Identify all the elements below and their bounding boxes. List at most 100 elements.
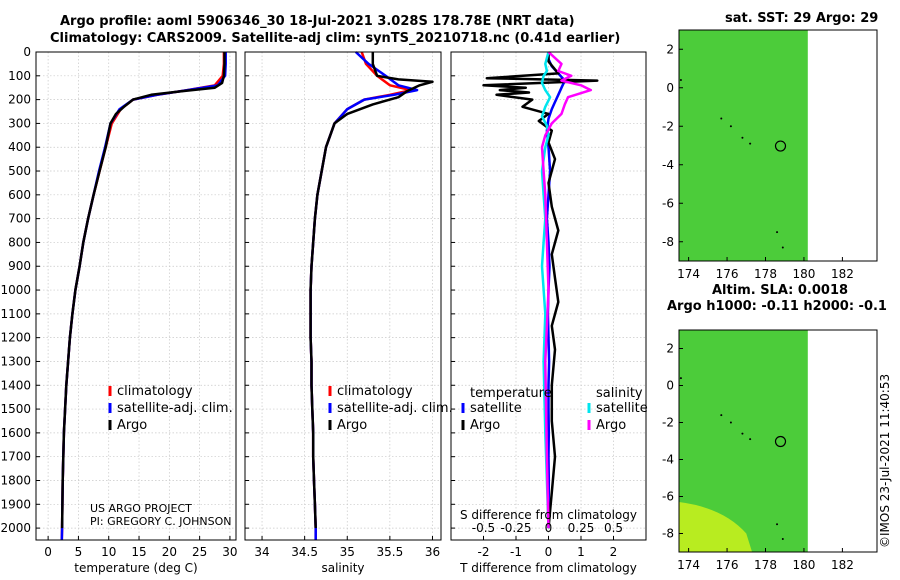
map-y-tick-label: -8: [662, 235, 674, 249]
secondary-tick-label: -0.25: [500, 521, 531, 535]
panel-frame: [36, 52, 236, 540]
x-tick-label: 0: [545, 545, 553, 559]
x-tick-label: -2: [478, 545, 490, 559]
map-y-tick-label: -2: [662, 119, 674, 133]
x-tick-label: 20: [162, 545, 177, 559]
map-y-tick-label: 2: [666, 342, 674, 356]
legend-group-title: temperature: [470, 386, 552, 401]
y-tick-label: 200: [8, 93, 31, 107]
y-tick-label: 1100: [0, 307, 31, 321]
x-tick-label: 15: [131, 545, 146, 559]
project-label: US ARGO PROJECT: [90, 502, 192, 515]
map-x-tick-label: 178: [754, 558, 777, 572]
y-tick-label: 1400: [0, 378, 31, 392]
legend-label: climatology: [117, 384, 193, 399]
map-y-tick-label: 0: [666, 81, 674, 95]
series-line-satellite-adj-clim-: [311, 52, 418, 540]
y-tick-label: 1600: [0, 426, 31, 440]
pi-label: PI: GREGORY C. JOHNSON: [90, 515, 231, 528]
y-tick-label: 1200: [0, 331, 31, 345]
series-line-climatology: [311, 52, 412, 540]
x-tick-label: 0: [44, 545, 52, 559]
y-tick-label: 1700: [0, 450, 31, 464]
map-y-tick-label: -6: [662, 490, 674, 504]
legend-label: Argo: [117, 418, 147, 433]
island-dot: [680, 79, 682, 81]
map-y-tick-label: -8: [662, 527, 674, 541]
island-dot: [730, 422, 732, 424]
y-tick-label: 100: [8, 69, 31, 83]
legend-label: Argo: [596, 418, 626, 433]
map-x-tick-label: 180: [792, 558, 815, 572]
x-tick-label: -1: [510, 545, 522, 559]
y-tick-label: 800: [8, 235, 31, 249]
y-tick-label: 1500: [0, 402, 31, 416]
x-tick-label: 25: [192, 545, 207, 559]
map-x-tick-label: 174: [677, 267, 700, 281]
island-dot: [720, 414, 722, 416]
island-dot: [782, 538, 784, 540]
sla-map: [679, 330, 877, 552]
secondary-tick-label: -0.5: [472, 521, 495, 535]
x-axis-label: temperature (deg C): [74, 561, 197, 575]
island-dot: [749, 143, 751, 145]
legend-label: Argo: [470, 418, 500, 433]
y-tick-label: 0: [23, 45, 31, 59]
y-tick-label: 1300: [0, 354, 31, 368]
island-dot: [776, 231, 778, 233]
sst-map: [679, 30, 877, 261]
x-tick-label: 34: [254, 545, 269, 559]
island-dot: [741, 433, 743, 435]
map-x-tick-label: 180: [792, 267, 815, 281]
map-x-tick-label: 178: [754, 267, 777, 281]
y-tick-label: 1900: [0, 497, 31, 511]
y-tick-label: 1000: [0, 283, 31, 297]
legend-label: climatology: [337, 384, 413, 399]
profile-panel-3: [451, 52, 646, 540]
map-y-tick-label: -4: [662, 453, 674, 467]
legend-group-title: salinity: [596, 386, 643, 401]
map-x-tick-label: 174: [677, 558, 700, 572]
x-tick-label: 10: [101, 545, 116, 559]
map-y-tick-label: -6: [662, 196, 674, 210]
island-dot: [680, 377, 682, 379]
map-x-tick-label: 182: [831, 267, 854, 281]
island-dot: [776, 523, 778, 525]
x-tick-label: 35: [340, 545, 355, 559]
panel-frame: [245, 52, 441, 540]
profile-panel-2: [245, 52, 441, 540]
island-dot: [782, 247, 784, 249]
secondary-axis-label: S difference from climatology: [460, 508, 637, 522]
x-tick-label: 36: [425, 545, 440, 559]
series-line-satellite-adj-clim-: [62, 52, 226, 540]
secondary-tick-label: 0.5: [604, 521, 623, 535]
legend-label: Argo: [337, 418, 367, 433]
map-x-tick-label: 176: [716, 558, 739, 572]
legend-label: satellite: [470, 401, 522, 416]
x-tick-label: 5: [75, 545, 83, 559]
x-tick-label: 2: [610, 545, 618, 559]
y-tick-label: 700: [8, 212, 31, 226]
ocean-field: [679, 30, 808, 261]
island-dot: [720, 118, 722, 120]
y-tick-label: 500: [8, 164, 31, 178]
legend-label: satellite-adj. clim.: [337, 401, 453, 416]
secondary-tick-label: 0: [545, 521, 553, 535]
x-tick-label: 30: [222, 545, 237, 559]
legend-label: satellite-adj. clim.: [117, 401, 233, 416]
map-y-tick-label: 0: [666, 379, 674, 393]
profile-panel-1: [36, 52, 236, 540]
y-tick-label: 900: [8, 259, 31, 273]
x-tick-label: 34.5: [291, 545, 318, 559]
legend-label: satellite: [596, 401, 648, 416]
y-tick-label: 2000: [0, 521, 31, 535]
x-tick-label: 1: [577, 545, 585, 559]
y-tick-label: 1800: [0, 473, 31, 487]
secondary-tick-label: 0.25: [568, 521, 595, 535]
y-tick-label: 300: [8, 116, 31, 130]
map-x-tick-label: 176: [716, 267, 739, 281]
x-axis-label: T difference from climatology: [459, 561, 637, 575]
island-dot: [749, 438, 751, 440]
map-y-tick-label: -4: [662, 158, 674, 172]
island-dot: [741, 137, 743, 139]
